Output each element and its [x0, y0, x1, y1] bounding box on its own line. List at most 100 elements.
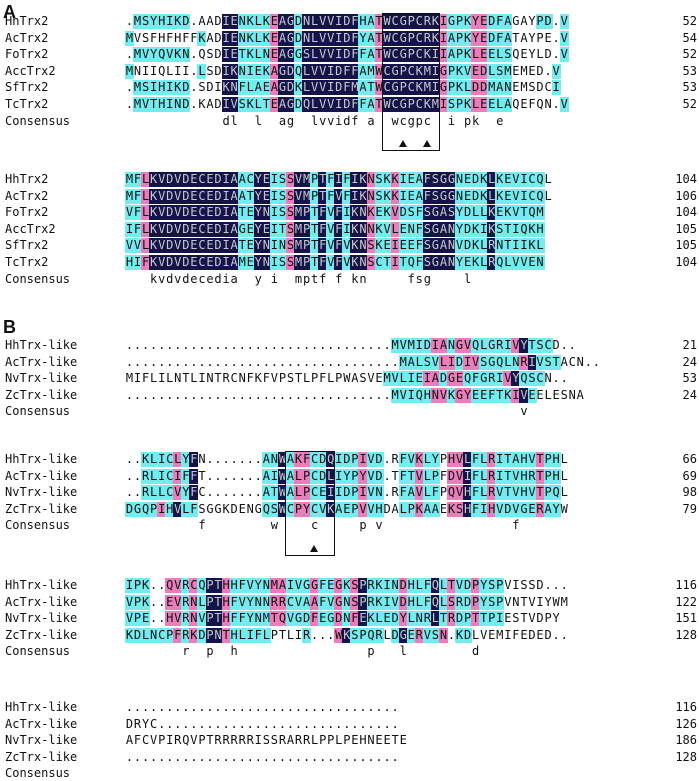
residue: S: [270, 733, 278, 748]
residue: V: [414, 485, 424, 501]
residue: f: [351, 113, 359, 128]
residue: E: [205, 255, 215, 270]
residue: T: [512, 30, 520, 45]
residue: Q: [197, 578, 207, 593]
residue: R: [391, 485, 399, 500]
sequence-name: AcTrx2: [5, 188, 49, 203]
residue: S: [479, 354, 489, 370]
sequence-name: HhTrx-like: [5, 452, 78, 466]
residue: D: [318, 468, 328, 484]
residue: D: [463, 205, 473, 221]
residue: T: [214, 371, 222, 386]
residue: N: [568, 387, 576, 402]
residue: .: [222, 485, 230, 500]
residue: S: [206, 47, 214, 62]
residue: I: [414, 338, 424, 353]
residue: T: [495, 387, 505, 403]
residue: H: [125, 255, 134, 270]
residue: D: [125, 716, 134, 731]
residue: I: [342, 205, 352, 221]
residue: G: [254, 501, 262, 516]
residue: D: [214, 47, 222, 62]
residue: .: [190, 700, 198, 714]
residue: L: [398, 501, 408, 517]
residue: .: [150, 611, 158, 626]
residue: .: [125, 338, 134, 352]
residue: .: [327, 338, 335, 352]
residue: P: [310, 188, 320, 204]
residue: N: [261, 255, 271, 270]
residue: N: [414, 611, 424, 627]
residue: E: [189, 255, 199, 270]
residue: A: [366, 30, 376, 46]
residue: .: [214, 452, 222, 466]
residue: I: [173, 468, 183, 484]
residue: .: [383, 749, 391, 764]
residue: I: [358, 452, 368, 467]
residue: D: [552, 338, 560, 352]
residue: E: [527, 255, 537, 270]
residue: V: [150, 733, 158, 748]
residue: R: [181, 611, 191, 627]
residue-count: 105: [675, 238, 697, 253]
residue: h: [230, 644, 238, 659]
residue-count: 128: [675, 749, 697, 764]
residue: P: [439, 452, 448, 466]
residue: P: [302, 468, 312, 484]
residue: V: [422, 627, 432, 643]
residue: D: [479, 63, 489, 79]
residue: .: [246, 452, 254, 466]
residue: K: [221, 80, 231, 96]
residue: .: [278, 749, 287, 764]
residue: I: [551, 80, 561, 96]
sequence-name: NvTrx-like: [5, 371, 78, 386]
residue: S: [366, 238, 376, 254]
residue: I: [166, 733, 174, 748]
residue: .: [174, 700, 182, 714]
residue: S: [374, 188, 384, 204]
residue: K: [245, 97, 255, 112]
residue: P: [350, 452, 360, 467]
residue: W: [277, 485, 287, 501]
residue: Q: [551, 485, 561, 501]
residue: M: [294, 238, 304, 254]
residue: G: [438, 80, 448, 96]
residue: D: [213, 221, 223, 237]
residue: H: [174, 30, 182, 45]
residue: I: [221, 172, 231, 187]
residue: .: [158, 611, 166, 626]
residue: V: [366, 501, 376, 517]
residue: .: [222, 354, 230, 369]
residue: .: [383, 354, 391, 369]
residue: M: [133, 47, 143, 63]
residue: E: [383, 733, 391, 748]
residue: M: [560, 594, 568, 609]
residue: D: [214, 97, 222, 111]
residue: V: [173, 501, 183, 517]
residue: .: [327, 749, 335, 764]
residue: G: [438, 172, 448, 187]
residue: L: [294, 485, 304, 501]
residue: l: [311, 113, 319, 128]
residue: A: [261, 468, 271, 484]
residue: K: [455, 627, 465, 643]
residue: T: [310, 221, 320, 237]
residue: E: [245, 238, 255, 254]
residue: A: [310, 594, 320, 610]
residue: E: [261, 188, 271, 204]
residue: I: [182, 63, 190, 78]
residue: E: [245, 221, 255, 237]
residue: K: [141, 594, 151, 610]
residue: F: [471, 485, 481, 501]
residue: .: [254, 387, 262, 402]
residue: .: [286, 387, 295, 402]
residue: S: [430, 188, 440, 204]
residue: A: [414, 188, 424, 204]
residue: T: [503, 485, 513, 501]
residue: S: [277, 205, 287, 221]
residue: S: [286, 371, 295, 386]
residue: D: [422, 338, 432, 353]
residue: I: [245, 63, 255, 79]
residue: a: [367, 113, 375, 128]
residue: .: [294, 387, 303, 402]
